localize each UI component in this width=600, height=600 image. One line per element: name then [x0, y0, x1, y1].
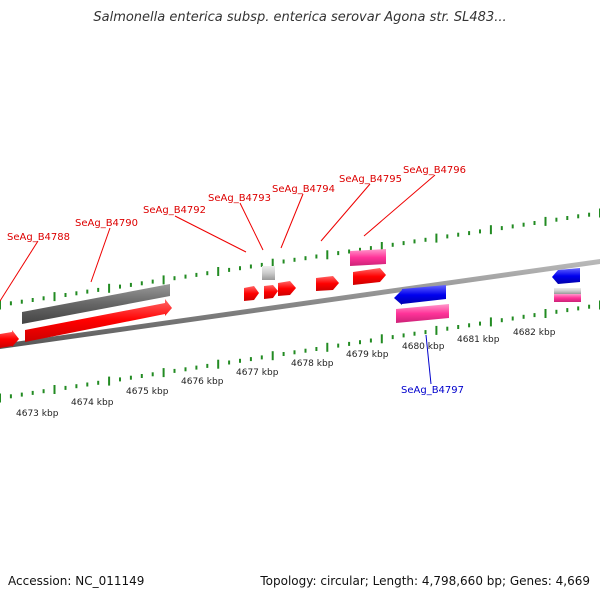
- forward-gene-4790[interactable]: [25, 299, 172, 342]
- scale-labels: 4673 kbp 4674 kbp 4675 kbp 4676 kbp 4677…: [16, 328, 556, 419]
- gene-label[interactable]: SeAg_B4795: [339, 174, 402, 185]
- genome-title: Salmonella enterica subsp. enterica sero…: [93, 10, 507, 25]
- rna-gene-4796[interactable]: [350, 249, 386, 266]
- gene-label[interactable]: SeAg_B4794: [272, 184, 335, 195]
- upper-scale-track: [0, 208, 600, 310]
- scale-label: 4678 kbp: [291, 359, 334, 369]
- rna-gene-4797[interactable]: [396, 304, 449, 323]
- genome-backbone: [0, 259, 600, 349]
- scale-label: 4682 kbp: [513, 328, 556, 338]
- accession-text: Accession: NC_011149: [8, 574, 145, 588]
- genome-summary-text: Topology: circular; Length: 4,798,660 bp…: [260, 574, 590, 588]
- forward-gene-4794b[interactable]: [278, 281, 296, 296]
- forward-gene-4788[interactable]: [0, 330, 19, 348]
- forward-gene-4792[interactable]: [244, 286, 259, 301]
- gene-label[interactable]: SeAg_B4790: [75, 218, 138, 229]
- pseudo-gene-bar-4790[interactable]: [22, 284, 170, 324]
- scale-label: 4677 kbp: [236, 368, 279, 378]
- pseudo-gene-right-edge[interactable]: [554, 288, 581, 294]
- pseudo-gene-4793[interactable]: [262, 266, 275, 280]
- scale-label: 4673 kbp: [16, 409, 59, 419]
- lower-scale-track: [0, 300, 600, 403]
- scale-label: 4675 kbp: [126, 387, 169, 397]
- scale-label: 4679 kbp: [346, 350, 389, 360]
- gene-label[interactable]: SeAg_B4793: [208, 193, 271, 204]
- scale-label: 4676 kbp: [181, 377, 224, 387]
- rna-gene-right-edge[interactable]: [554, 294, 581, 302]
- scale-label: 4680 kbp: [402, 342, 445, 352]
- reverse-gene-right-edge[interactable]: [552, 268, 580, 284]
- scale-label: 4681 kbp: [457, 335, 500, 345]
- gene-labels: SeAg_B4788 SeAg_B4790 SeAg_B4792 SeAg_B4…: [7, 165, 466, 396]
- reverse-gene-4797[interactable]: [394, 285, 446, 305]
- gene-label[interactable]: SeAg_B4788: [7, 232, 70, 243]
- gene-label[interactable]: SeAg_B4792: [143, 205, 206, 216]
- forward-gene-4795[interactable]: [316, 276, 339, 291]
- label-leaders: [0, 174, 436, 385]
- gene-label[interactable]: SeAg_B4797: [401, 385, 464, 396]
- scale-label: 4674 kbp: [71, 398, 114, 408]
- features: [0, 249, 581, 348]
- forward-gene-4796[interactable]: [353, 268, 386, 285]
- gene-label[interactable]: SeAg_B4796: [403, 165, 466, 176]
- forward-gene-4794a[interactable]: [264, 285, 278, 299]
